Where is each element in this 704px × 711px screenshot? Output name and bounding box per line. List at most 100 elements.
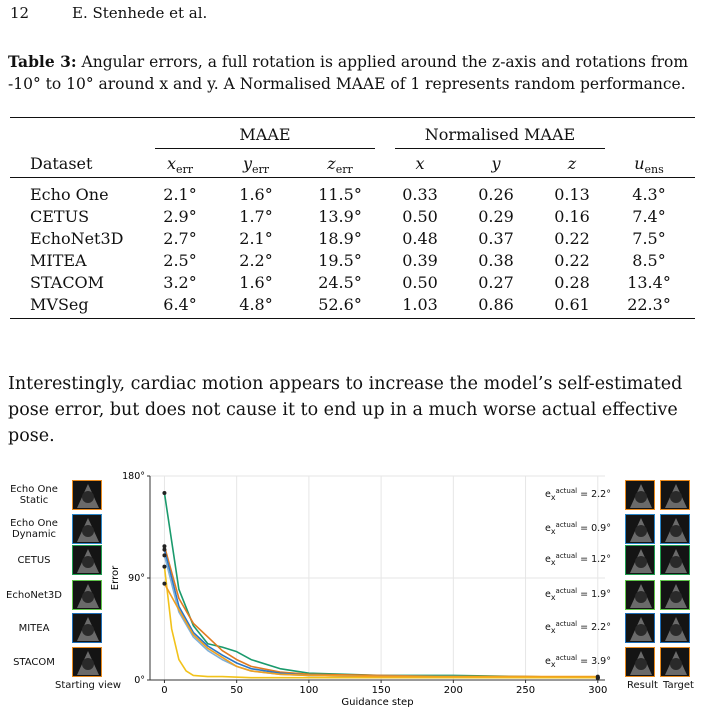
page-number: 12 xyxy=(10,4,30,22)
cell-nx: 1.03 xyxy=(402,295,438,314)
series-line xyxy=(163,492,598,679)
cell-ny: 0.26 xyxy=(478,185,514,204)
row-label-line: STACOM xyxy=(13,656,55,668)
x-tick-label: 50 xyxy=(230,685,243,696)
result-label: Result xyxy=(627,680,658,691)
cell-z: 24.5° xyxy=(318,273,362,292)
y-axis-label: Error xyxy=(110,565,121,590)
cell-dataset: Echo One xyxy=(30,185,109,204)
group-header-normalised: Normalised MAAE xyxy=(424,125,576,144)
row-label: Echo One Dynamic xyxy=(2,518,66,540)
cell-dataset: MVSeg xyxy=(30,295,89,314)
table-row: STACOM 3.2° 1.6° 24.5° 0.50 0.27 0.28 13.4° xyxy=(10,273,695,295)
col-header-dataset: Dataset xyxy=(30,154,93,173)
cell-x: 2.9° xyxy=(163,207,197,226)
target-image xyxy=(660,647,690,677)
row-label: EchoNet3D xyxy=(2,590,66,601)
cell-nx: 0.33 xyxy=(402,185,438,204)
target-image xyxy=(660,480,690,510)
row-label: MITEA xyxy=(2,623,66,634)
table-top-rule xyxy=(10,117,695,118)
cell-ny: 0.27 xyxy=(478,273,514,292)
starting-view-image xyxy=(72,647,102,677)
starting-view-image xyxy=(72,580,102,610)
series-end-point xyxy=(595,674,600,679)
target-image xyxy=(660,613,690,643)
series-start-point xyxy=(162,491,167,495)
cell-nx: 0.39 xyxy=(402,251,438,270)
cell-y: 2.1° xyxy=(239,229,273,248)
series-line xyxy=(163,566,598,679)
group-rule-normalised xyxy=(395,148,605,149)
cell-ny: 0.38 xyxy=(478,251,514,270)
y-tick-label: 0° xyxy=(134,675,145,686)
row-label-line: Echo One xyxy=(10,484,58,495)
table-row: EchoNet3D 2.7° 2.1° 18.9° 0.48 0.37 0.22 7.5° xyxy=(10,229,695,251)
cell-dataset: STACOM xyxy=(30,273,105,292)
starting-view-label: Starting view xyxy=(55,680,122,691)
series-line xyxy=(163,583,598,678)
x-tick-label: 150 xyxy=(372,685,391,696)
col-header-u-ens: uens xyxy=(634,154,664,177)
table-row: Echo One 2.1° 1.6° 11.5° 0.33 0.26 0.13 4.3° xyxy=(10,185,695,207)
cell-dataset: EchoNet3D xyxy=(30,229,124,248)
col-header-x-err: xerr xyxy=(166,154,194,177)
table-row: CETUS 2.9° 1.7° 13.9° 0.50 0.29 0.16 7.4° xyxy=(10,207,695,229)
caption-label: Table 3: xyxy=(8,52,77,71)
col-header-nx: x xyxy=(415,154,425,173)
table-bottom-rule xyxy=(10,318,695,319)
group-header-maae: MAAE xyxy=(239,125,291,144)
series-start-point xyxy=(162,581,167,586)
running-head: 12 E. Stenhede et al. xyxy=(10,4,207,22)
starting-view-image xyxy=(72,613,102,643)
row-label: CETUS xyxy=(2,555,66,566)
cell-nx: 0.48 xyxy=(402,229,438,248)
cell-nx: 0.50 xyxy=(402,207,438,226)
cell-nz: 0.22 xyxy=(554,229,590,248)
x-axis-label: Guidance step xyxy=(341,697,413,708)
target-image xyxy=(660,545,690,575)
result-image xyxy=(625,480,655,510)
result-image xyxy=(625,613,655,643)
guidance-figure: Echo One Static Echo One Dynamic CETUS EchoNe… xyxy=(0,466,704,711)
cell-y: 1.6° xyxy=(239,185,273,204)
cell-dataset: MITEA xyxy=(30,251,87,270)
cell-ny: 0.37 xyxy=(478,229,514,248)
row-label-line: Static xyxy=(19,495,49,506)
cell-z: 18.9° xyxy=(318,229,362,248)
authors: E. Stenhede et al. xyxy=(72,4,208,22)
cell-z: 11.5° xyxy=(318,185,362,204)
x-tick-label: 200 xyxy=(444,685,463,696)
cell-z: 13.9° xyxy=(318,207,362,226)
actual-error-label: exactual = 2.2° xyxy=(545,620,611,636)
cell-z: 19.5° xyxy=(318,251,362,270)
cell-nz: 0.13 xyxy=(554,185,590,204)
actual-error-label: exactual = 3.9° xyxy=(545,654,611,670)
row-label-line: MITEA xyxy=(18,622,50,634)
actual-error-label: exactual = 1.2° xyxy=(545,552,611,568)
row-label: STACOM xyxy=(2,657,66,668)
starting-view-image xyxy=(72,545,102,575)
row-label-line: Echo One xyxy=(10,518,58,529)
caption-text: Angular errors, a full rotation is appli… xyxy=(8,53,689,93)
cell-u: 7.5° xyxy=(632,229,666,248)
result-image xyxy=(625,545,655,575)
cell-x: 3.2° xyxy=(163,273,197,292)
cell-x: 2.7° xyxy=(163,229,197,248)
col-header-nz: z xyxy=(567,154,577,173)
row-label-line: EchoNet3D xyxy=(6,589,62,601)
cell-nz: 0.28 xyxy=(554,273,590,292)
x-tick-label: 250 xyxy=(516,685,535,696)
result-image xyxy=(625,647,655,677)
starting-view-image xyxy=(72,480,102,510)
cell-nz: 0.16 xyxy=(554,207,590,226)
cell-x: 6.4° xyxy=(163,295,197,314)
x-tick-label: 0 xyxy=(161,685,167,696)
series-start-point xyxy=(162,564,167,569)
cell-dataset: CETUS xyxy=(30,207,90,226)
cell-x: 2.5° xyxy=(163,251,197,270)
table-row: MITEA 2.5° 2.2° 19.5° 0.39 0.38 0.22 8.5° xyxy=(10,251,695,273)
row-label-line: CETUS xyxy=(17,554,51,566)
cell-ny: 0.86 xyxy=(478,295,514,314)
result-image xyxy=(625,514,655,544)
